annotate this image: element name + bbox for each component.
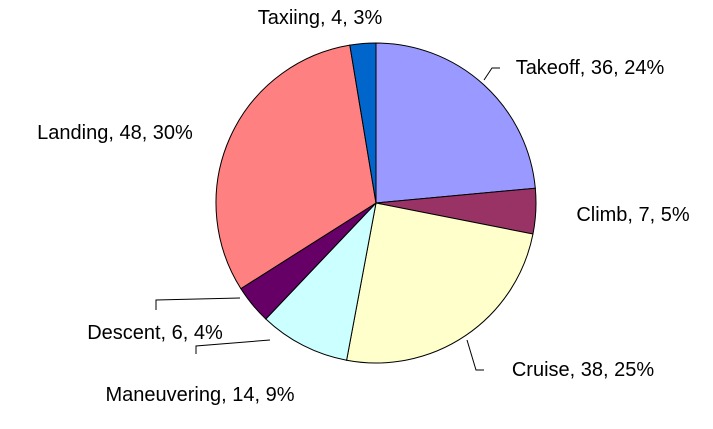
leader-line [483, 67, 500, 81]
data-label: Maneuvering, 14, 9% [105, 384, 295, 406]
data-label: Cruise, 38, 25% [511, 359, 655, 381]
data-label: Descent, 6, 4% [87, 322, 223, 344]
data-label: Climb, 7, 5% [576, 204, 690, 226]
pie-slice [375, 42, 536, 204]
pie-slice [346, 202, 534, 364]
leader-line [466, 339, 484, 371]
leader-line [155, 297, 241, 310]
leader-line [195, 339, 271, 354]
data-label: Taxiing, 4, 3% [257, 7, 383, 29]
data-label: Takeoff, 36, 24% [515, 57, 665, 79]
data-label: Landing, 48, 30% [37, 122, 193, 144]
pie-slice [349, 42, 377, 204]
pie-slice [265, 201, 377, 361]
pie-slice [215, 44, 377, 290]
